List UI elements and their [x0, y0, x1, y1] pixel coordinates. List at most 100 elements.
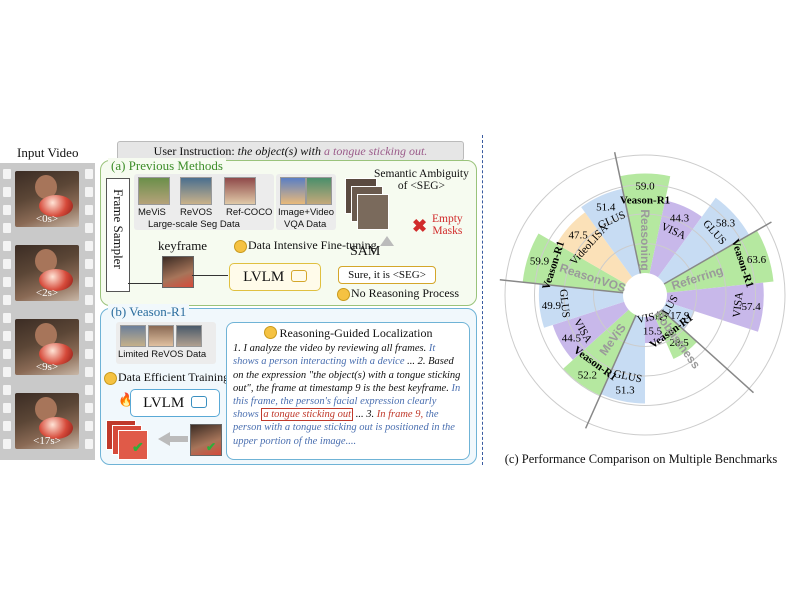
group-separator: [613, 152, 642, 274]
film-hole: [85, 241, 93, 251]
radar-group-label: Reasoning: [638, 209, 652, 270]
vqa-data-panel: Image+Video VQA Data: [276, 174, 336, 230]
film-hole: [3, 403, 11, 413]
arrow-left: [158, 432, 170, 446]
film-hole: [3, 439, 11, 449]
film-hole: [85, 169, 93, 179]
radar-value-label: 63.6: [747, 254, 767, 266]
grid-ring: [563, 213, 727, 377]
keyframe-image: [162, 256, 194, 288]
no-reasoning-label: No Reasoning Process: [351, 286, 459, 300]
radar-value-label: 28.5: [669, 337, 689, 349]
sweat-smile-icon: [234, 240, 247, 253]
arrow-up: [380, 236, 394, 246]
film-hole: [85, 223, 93, 233]
group-separator: [584, 314, 637, 429]
radar-series-label: GLUS: [612, 368, 643, 386]
radar-series-label: VISA: [636, 309, 664, 326]
cross-icon: ✖: [412, 216, 428, 236]
film-hole: [85, 385, 93, 395]
video-frame-1: <2s>: [15, 245, 79, 301]
film-hole: [85, 421, 93, 431]
radar-bar: [665, 282, 764, 332]
limited-data-panel: Limited ReVOS Data: [116, 322, 216, 364]
radar-value-label: 17.9: [670, 310, 690, 322]
ambiguity-label: Semantic Ambiguity of <SEG>: [374, 168, 469, 192]
radar-bar: [556, 212, 633, 284]
radar-value-label: 58.3: [716, 218, 736, 230]
arrow-keyframe-to-lvlm: [192, 275, 228, 276]
radar-value-label: 59.9: [530, 256, 550, 268]
radar-bar: [563, 309, 637, 396]
radar-value-label: 49.9: [542, 300, 562, 312]
group-separator: [660, 309, 755, 394]
film-hole: [85, 313, 93, 323]
film-hole: [3, 259, 11, 269]
film-hole: [3, 241, 11, 251]
radar-value-label: 44.5: [562, 333, 582, 345]
film-hole: [85, 439, 93, 449]
robot-icon: [290, 270, 307, 282]
seg-data-panel: MeViS ReVOS Ref-COCO Large-scale Seg Dat…: [134, 174, 274, 230]
radar-value-label: 52.2: [578, 369, 597, 381]
film-hole: [3, 313, 11, 323]
radar-bar: [649, 200, 702, 278]
video-frame-0: <0s>: [15, 171, 79, 227]
response-bubble: Sure, it is <SEG>: [338, 266, 436, 284]
film-hole: [3, 223, 11, 233]
previous-methods-title: (a) Previous Methods: [108, 158, 226, 174]
radar-bar: [619, 173, 671, 274]
radar-value-label: 47.5: [568, 230, 588, 242]
fine-tuning-label: Data Intensive Fine-tuning: [248, 238, 377, 252]
radar-bar: [645, 315, 665, 344]
film-hole: [85, 349, 93, 359]
film-hole: [85, 295, 93, 305]
radar-series-label: VISA: [731, 291, 746, 318]
empty-masks-label: Empty Masks: [432, 213, 463, 237]
grid-ring: [593, 243, 697, 347]
radar-bar: [600, 315, 645, 404]
grid-ring: [504, 154, 786, 436]
radar-bar: [552, 301, 629, 360]
film-hole: [3, 277, 11, 287]
film-hole: [3, 169, 11, 179]
film-hole: [85, 331, 93, 341]
film-hole: [3, 205, 11, 215]
film-hole: [85, 403, 93, 413]
radar-series-label: GLUS: [557, 289, 572, 319]
sam-label: SAM: [350, 244, 381, 259]
radar-value-label: 15.5: [643, 325, 663, 337]
robot-icon-2: [190, 396, 207, 408]
lvlm-veason: LVLM: [130, 389, 220, 417]
radar-bar: [661, 301, 695, 330]
film-hole: [85, 259, 93, 269]
film-hole: [3, 367, 11, 377]
check-icon: ✔: [132, 441, 144, 456]
output-masks: [106, 420, 150, 460]
arrow-sampler-to-keyframe: [128, 283, 162, 284]
radar-value-label: 44.3: [670, 213, 690, 225]
lvlm-previous: LVLM: [229, 263, 321, 291]
film-hole: [3, 187, 11, 197]
section-divider: [482, 135, 483, 465]
chart-caption: (c) Performance Comparison on Multiple B…: [504, 452, 778, 466]
film-hole: [85, 187, 93, 197]
film-hole: [3, 331, 11, 341]
radar-bar: [653, 309, 698, 359]
film-hole: [3, 421, 11, 431]
radar-value-label: 59.0: [635, 181, 655, 193]
radar-value-label: 51.3: [615, 384, 635, 396]
mask-stack: [345, 178, 391, 234]
video-frame-3: <17s>: [15, 393, 79, 449]
radar-series-label: Veason-R1: [620, 195, 670, 207]
film-hole: [3, 295, 11, 305]
grid-ring: [534, 184, 756, 406]
film-hole: [3, 385, 11, 395]
keyframe-mask: [190, 424, 222, 456]
radar-value-label: 51.4: [596, 202, 616, 214]
efficient-label: Data Efficient Training: [118, 370, 230, 384]
video-frame-2: <9s>: [15, 319, 79, 375]
film-hole: [85, 205, 93, 215]
radar-value-label: 57.4: [742, 301, 762, 313]
